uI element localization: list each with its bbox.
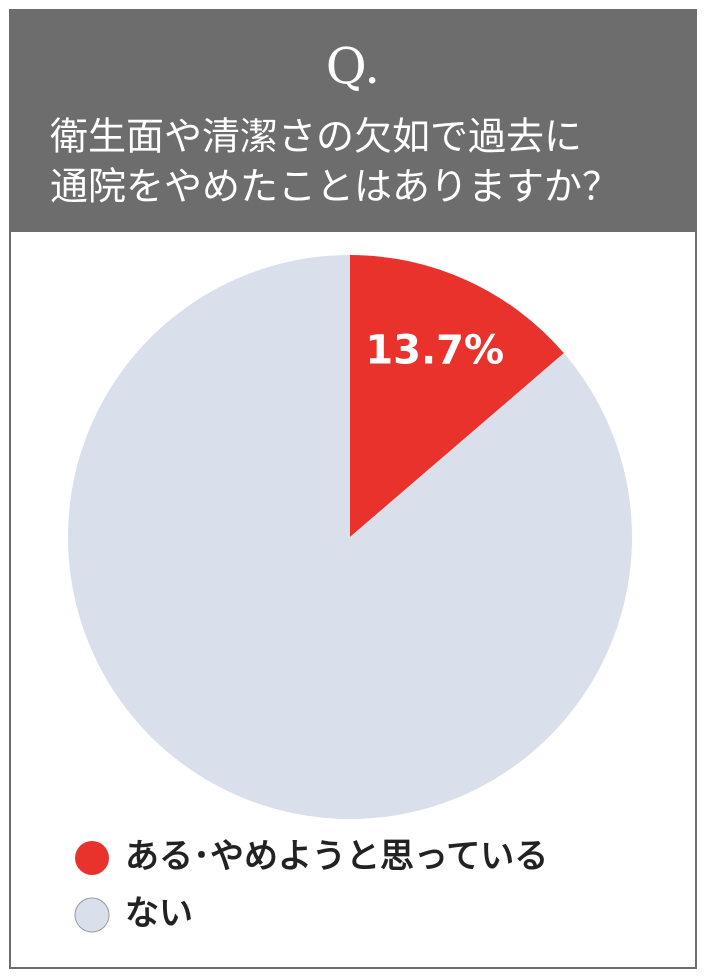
pie-slice [67, 254, 632, 819]
question-line: 通院をやめたことはありますか？ [50, 165, 620, 209]
header [10, 10, 696, 232]
legend-label: ない [125, 894, 193, 934]
data-label: 13.7% [365, 327, 504, 373]
legend-swatch [74, 897, 110, 933]
question-line: 衛生面や清潔さの欠如で過去に [50, 115, 582, 159]
legend-label: ある･やめようと思っている [125, 837, 548, 877]
legend-swatch [75, 841, 109, 875]
chart-title: Q. [326, 37, 380, 95]
pie-slice [350, 255, 564, 537]
